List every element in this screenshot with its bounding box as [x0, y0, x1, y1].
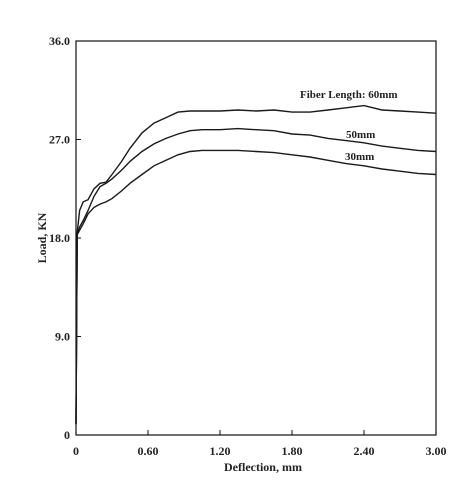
series-label-60mm: Fiber Length: 60mm: [300, 89, 398, 101]
y-tick-label: 0: [64, 428, 70, 442]
x-tick-label: 2.40: [354, 444, 375, 458]
series-line-50mm: [75, 127, 437, 425]
x-tick-label: 1.80: [282, 444, 303, 458]
x-tick-label: 1.20: [210, 444, 231, 458]
x-tick-label: 0: [73, 444, 79, 458]
y-tick-label: 18.0: [49, 231, 70, 245]
series-labels: Fiber Length: 60mm 50mm 30mm: [300, 89, 398, 163]
x-axis-label: Deflection, mm: [224, 460, 302, 474]
series-line-30mm: [75, 149, 437, 425]
series-label-50mm: 50mm: [346, 129, 375, 141]
series-layer: [75, 104, 437, 425]
y-axis: 0 9.0 18.0 27.0 36.0: [49, 34, 81, 442]
y-tick-label: 36.0: [49, 34, 70, 48]
x-axis: 0 0.60 1.20 1.80 2.40 3.00: [73, 430, 447, 458]
x-tick-label: 3.00: [426, 444, 447, 458]
y-tick-label: 27.0: [49, 133, 70, 147]
x-tick-label: 0.60: [138, 444, 159, 458]
series-label-30mm: 30mm: [345, 151, 374, 163]
y-tick-label: 9.0: [55, 330, 70, 344]
y-axis-label: Load, KN: [35, 212, 49, 263]
series-line-60mm: [75, 104, 437, 425]
